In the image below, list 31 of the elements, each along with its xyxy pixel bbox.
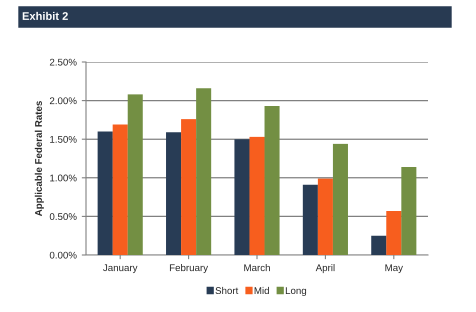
bar	[264, 106, 280, 255]
bar	[371, 236, 386, 255]
bar	[98, 131, 113, 255]
y-axis-title: Applicable Federal Rates	[34, 101, 44, 216]
y-tick-label: 2.00%	[50, 97, 77, 104]
x-tick-label: April	[316, 264, 334, 274]
bar	[128, 94, 143, 255]
bar	[166, 132, 182, 255]
x-tick-label: May	[385, 264, 403, 274]
bar	[318, 178, 333, 255]
y-tick-label: 2.50%	[50, 58, 77, 66]
legend-label: Long	[286, 287, 306, 296]
bar	[112, 124, 128, 255]
x-tick-label: February	[170, 264, 208, 274]
bar	[181, 119, 196, 255]
bar	[249, 136, 265, 255]
x-tick-label: January	[103, 264, 138, 274]
legend-label: Short	[216, 286, 238, 294]
bar	[302, 184, 318, 255]
bar	[401, 166, 416, 255]
x-tick-label: March	[244, 264, 270, 272]
bar	[234, 139, 250, 255]
y-tick-label: 1.50%	[50, 136, 77, 143]
y-tick-label: 1.00%	[50, 174, 77, 182]
y-tick-label: 0.50%	[50, 213, 77, 220]
y-tick-label: 0.00%	[50, 252, 77, 259]
chart-title: Exhibit 2	[22, 12, 68, 20]
bar	[332, 144, 348, 255]
bar	[196, 88, 212, 255]
legend-label: Mid	[254, 286, 269, 294]
bar	[386, 210, 402, 255]
